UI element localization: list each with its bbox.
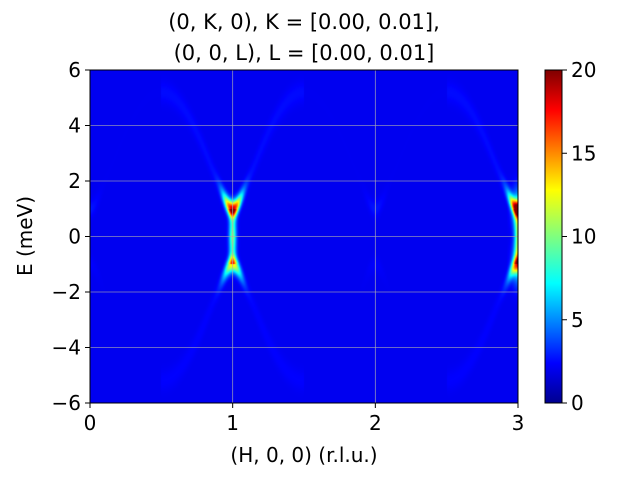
colorbar-tick-label: 0 <box>571 391 584 415</box>
y-tick-label: −4 <box>52 336 81 360</box>
chart-title-line-1: (0, K, 0), K = [0.00, 0.01], <box>168 10 440 34</box>
y-tick-label: 4 <box>68 114 81 138</box>
y-axis-ticks: −6 −4 −2 0 2 4 6 <box>52 58 90 415</box>
colorbar-tick-label: 5 <box>571 308 584 332</box>
colorbar-tick-label: 15 <box>571 141 596 165</box>
x-axis-label: (H, 0, 0) (r.l.u.) <box>230 443 377 467</box>
y-tick-label: −6 <box>52 391 81 415</box>
y-tick-label: 2 <box>68 169 81 193</box>
colorbar-tick-label: 10 <box>571 225 596 249</box>
colorbar-tick-label: 20 <box>571 58 596 82</box>
x-tick-label: 0 <box>84 411 97 435</box>
y-tick-label: 0 <box>68 225 81 249</box>
x-axis-ticks: 0 1 2 3 <box>84 403 525 435</box>
chart-title-line-2: (0, 0, L), L = [0.00, 0.01] <box>173 41 435 65</box>
x-tick-label: 2 <box>369 411 382 435</box>
y-tick-label: −2 <box>52 280 81 304</box>
y-tick-label: 6 <box>68 58 81 82</box>
colorbar-gradient <box>544 69 563 404</box>
y-axis-label: E (meV) <box>13 196 37 276</box>
colorbar-ticks: 0 5 10 15 20 <box>562 58 596 415</box>
heatmap-plot <box>89 69 519 404</box>
x-tick-label: 3 <box>512 411 525 435</box>
colorbar: 0 5 10 15 20 <box>544 58 596 415</box>
x-tick-label: 1 <box>226 411 239 435</box>
